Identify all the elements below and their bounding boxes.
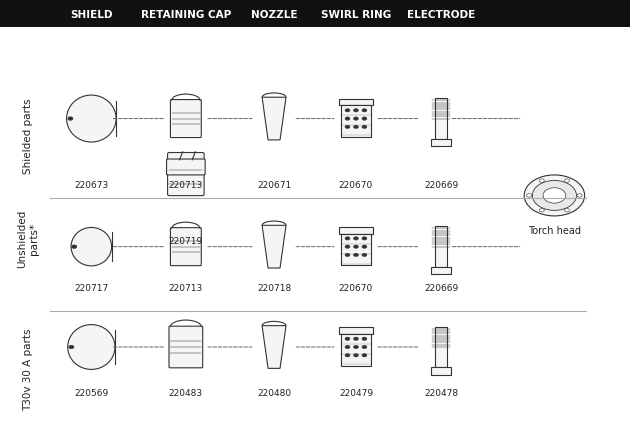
Text: Torch head: Torch head — [528, 226, 581, 236]
Circle shape — [345, 118, 350, 121]
Circle shape — [353, 126, 358, 129]
Polygon shape — [262, 98, 286, 141]
FancyBboxPatch shape — [168, 153, 204, 196]
Polygon shape — [262, 326, 286, 368]
Circle shape — [524, 176, 585, 216]
FancyBboxPatch shape — [170, 100, 201, 138]
Circle shape — [543, 188, 566, 204]
Circle shape — [345, 354, 350, 357]
Circle shape — [532, 181, 576, 211]
Circle shape — [69, 345, 74, 349]
Circle shape — [345, 126, 350, 129]
Text: 220569: 220569 — [74, 388, 108, 397]
Ellipse shape — [67, 325, 115, 370]
Text: 220480: 220480 — [257, 388, 291, 397]
FancyBboxPatch shape — [341, 328, 371, 366]
Text: 220478: 220478 — [424, 388, 458, 397]
Circle shape — [353, 354, 358, 357]
FancyBboxPatch shape — [435, 327, 447, 367]
Text: 220671: 220671 — [257, 181, 291, 190]
Text: 220670: 220670 — [339, 283, 373, 292]
FancyBboxPatch shape — [170, 228, 201, 266]
FancyBboxPatch shape — [340, 327, 372, 334]
Text: ELECTRODE: ELECTRODE — [407, 10, 475, 20]
Text: 220479: 220479 — [339, 388, 373, 397]
Circle shape — [345, 345, 350, 349]
FancyBboxPatch shape — [435, 99, 447, 139]
Circle shape — [345, 237, 350, 241]
Text: 220719: 220719 — [169, 236, 203, 245]
Circle shape — [362, 345, 367, 349]
Circle shape — [362, 118, 367, 121]
Circle shape — [353, 345, 358, 349]
Circle shape — [539, 209, 544, 213]
Circle shape — [362, 109, 367, 113]
Circle shape — [577, 194, 582, 198]
FancyBboxPatch shape — [166, 160, 205, 176]
Circle shape — [345, 245, 350, 249]
Text: 220713: 220713 — [169, 181, 203, 190]
Text: 220718: 220718 — [257, 283, 291, 292]
FancyBboxPatch shape — [341, 228, 371, 266]
Circle shape — [539, 179, 544, 183]
Circle shape — [72, 245, 77, 249]
Circle shape — [362, 237, 367, 241]
Text: 220670: 220670 — [339, 181, 373, 190]
Circle shape — [564, 179, 570, 183]
Circle shape — [362, 354, 367, 357]
FancyBboxPatch shape — [431, 367, 451, 375]
Text: Shielded parts: Shielded parts — [23, 99, 33, 174]
Circle shape — [362, 245, 367, 249]
Circle shape — [353, 109, 358, 113]
Text: SWIRL RING: SWIRL RING — [321, 10, 391, 20]
FancyBboxPatch shape — [169, 326, 203, 368]
Circle shape — [353, 237, 358, 241]
FancyBboxPatch shape — [431, 139, 451, 147]
Text: 220669: 220669 — [424, 181, 458, 190]
Text: 220717: 220717 — [74, 283, 108, 292]
FancyBboxPatch shape — [431, 268, 451, 275]
Circle shape — [345, 337, 350, 341]
Circle shape — [353, 118, 358, 121]
Circle shape — [527, 194, 532, 198]
FancyBboxPatch shape — [0, 0, 630, 28]
FancyBboxPatch shape — [340, 227, 372, 234]
Text: RETAINING CAP: RETAINING CAP — [140, 10, 231, 20]
Text: T30v 30 A parts: T30v 30 A parts — [23, 327, 33, 410]
FancyBboxPatch shape — [340, 99, 372, 106]
Circle shape — [353, 253, 358, 257]
Text: SHIELD: SHIELD — [70, 10, 113, 20]
Circle shape — [362, 337, 367, 341]
FancyBboxPatch shape — [435, 227, 447, 268]
Circle shape — [353, 337, 358, 341]
FancyBboxPatch shape — [341, 101, 371, 138]
Text: 220483: 220483 — [169, 388, 203, 397]
Circle shape — [345, 253, 350, 257]
Circle shape — [68, 118, 73, 121]
Polygon shape — [262, 226, 286, 268]
Text: Unshielded
parts*: Unshielded parts* — [18, 210, 39, 268]
Text: NOZZLE: NOZZLE — [251, 10, 297, 20]
Text: 220713: 220713 — [169, 283, 203, 292]
Text: 220673: 220673 — [74, 181, 108, 190]
Ellipse shape — [71, 228, 112, 266]
Circle shape — [345, 109, 350, 113]
Circle shape — [362, 126, 367, 129]
Text: 220669: 220669 — [424, 283, 458, 292]
Circle shape — [362, 253, 367, 257]
Circle shape — [564, 209, 570, 213]
Ellipse shape — [67, 96, 116, 143]
Circle shape — [353, 245, 358, 249]
